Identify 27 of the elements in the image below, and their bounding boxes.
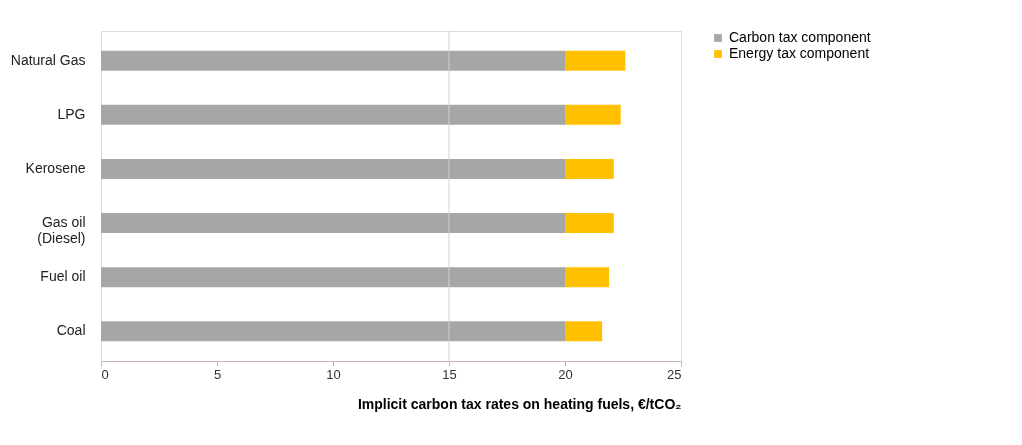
bar bbox=[565, 213, 614, 234]
bar bbox=[101, 104, 565, 125]
x-tick-label: 15 bbox=[442, 366, 457, 382]
y-tick-label: LPG bbox=[57, 105, 86, 122]
x-tick-label: 20 bbox=[558, 366, 573, 382]
bar bbox=[101, 213, 565, 234]
x-axis-title: Implicit carbon tax rates on heating fuels, €/tCO₂ bbox=[357, 395, 682, 412]
legend-label: Carbon tax component bbox=[729, 29, 871, 45]
bar bbox=[101, 50, 565, 71]
x-tick-label: 10 bbox=[326, 366, 341, 382]
x-tick-label: 0 bbox=[101, 366, 109, 382]
y-tick-label: Coal bbox=[56, 322, 86, 339]
y-tick-label: Kerosene bbox=[25, 159, 86, 176]
y-tick-label: Natural Gas bbox=[10, 51, 86, 68]
x-tick-label: 25 bbox=[667, 366, 682, 382]
y-tick-label: Gas oil (Diesel) bbox=[37, 214, 86, 247]
bar bbox=[565, 267, 610, 288]
y-tick-label: Fuel oil bbox=[40, 268, 86, 285]
bar bbox=[565, 321, 603, 342]
bar bbox=[101, 321, 565, 342]
bar bbox=[565, 104, 621, 125]
bar bbox=[565, 50, 626, 71]
legend-label: Energy tax component bbox=[729, 45, 870, 61]
bar bbox=[101, 158, 565, 179]
bar bbox=[565, 158, 614, 179]
bar bbox=[101, 267, 565, 288]
x-tick-label: 5 bbox=[213, 366, 222, 382]
